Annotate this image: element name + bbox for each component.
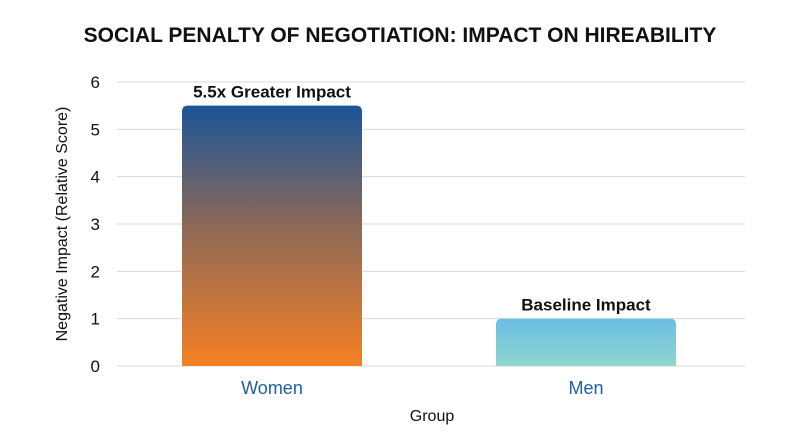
y-tick-labels: 0 1 2 3 4 5 6 (91, 73, 100, 376)
y-tick-label: 1 (91, 310, 100, 329)
y-tick-label: 4 (91, 168, 100, 187)
y-tick-label: 5 (91, 120, 100, 139)
x-axis-label: Group (410, 408, 455, 425)
bar-men (496, 318, 676, 366)
y-tick-label: 6 (91, 73, 100, 92)
y-tick-label: 0 (91, 357, 100, 376)
bar-annotation: 5.5x Greater Impact (193, 83, 351, 102)
chart-title: SOCIAL PENALTY OF NEGOTIATION: IMPACT ON… (84, 24, 717, 47)
y-axis-label: Negative Impact (Relative Score) (54, 107, 71, 342)
x-tick-label: Women (241, 378, 303, 398)
bars (182, 105, 676, 367)
bar-women (182, 105, 362, 367)
bar-annotation: Baseline Impact (521, 296, 651, 315)
y-tick-label: 3 (91, 215, 100, 234)
bar-annotations: 5.5x Greater Impact Baseline Impact (193, 83, 651, 315)
x-tick-labels: Women Men (241, 378, 603, 398)
y-tick-label: 2 (91, 262, 100, 281)
x-tick-label: Men (568, 378, 603, 398)
